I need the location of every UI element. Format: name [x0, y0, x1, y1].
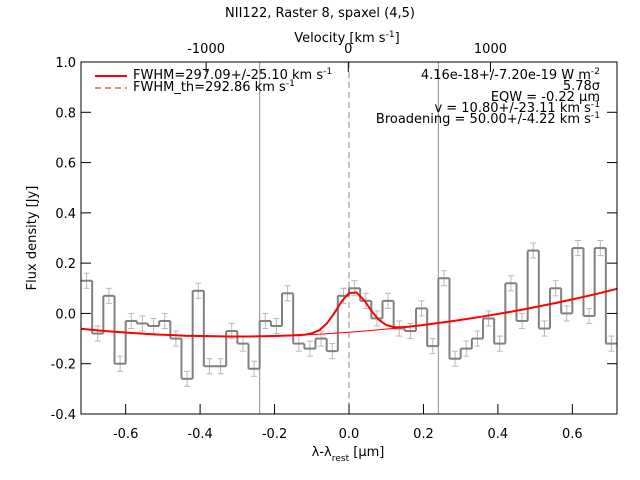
x-axis-label-part: λ-λ [312, 445, 332, 460]
y-axis-label: Flux density [Jy] [25, 186, 40, 291]
annotation: Broadening = 50.00+/-4.22 km s-1 [376, 111, 600, 127]
y-tick-label: 0.0 [55, 307, 76, 322]
x-tick-label: -0.6 [113, 427, 138, 442]
y-tick-label: -0.2 [51, 358, 76, 373]
x-tick-label: -0.2 [262, 427, 287, 442]
x2-tick-label: 0 [344, 42, 352, 57]
x-tick-label: 0.0 [339, 427, 360, 442]
x-tick-label: -0.4 [187, 427, 212, 442]
y-tick-label: 0.4 [55, 207, 76, 222]
x-tick-label: 0.2 [413, 427, 434, 442]
legend-label: FWHM=297.09+/-25.10 km s-1 [133, 67, 332, 83]
fit-line [80, 288, 618, 338]
annotation-part: v = 10.80+/-23.11 km s [434, 101, 591, 116]
legend-label-part: FWHM=297.09+/-25.10 km s [133, 68, 323, 83]
legend-label: FWHM_th=292.86 km s-1 [133, 79, 295, 95]
annotation: 5.78σ [563, 79, 600, 94]
legend-label-part: -1 [323, 67, 332, 77]
x-tick-label: 0.4 [488, 427, 509, 442]
x2-axis-label: Velocity [km s-1] [294, 30, 399, 46]
x2-tick-label: 1000 [474, 42, 507, 57]
annotation-part: EQW = -0.22 μm [491, 90, 600, 105]
legend-label-part: -1 [286, 79, 295, 89]
annotation-part: Broadening = 50.00+/-4.22 km s [376, 112, 591, 127]
y-tick-label: 0.2 [55, 257, 76, 272]
y-tick-label: 1.0 [55, 56, 76, 71]
x2-axis-label-part: Velocity [km s [294, 31, 386, 46]
x-tick-label: 0.6 [562, 427, 583, 442]
y-tick-label: -0.4 [51, 408, 76, 423]
annotation-part: -2 [591, 67, 600, 77]
annotation-part: -1 [591, 100, 600, 110]
y-tick-label: 0.8 [55, 106, 76, 121]
annotation: v = 10.80+/-23.11 km s-1 [434, 100, 600, 116]
annotation-part: 5.78σ [563, 79, 600, 94]
x2-axis-label-part: ] [395, 31, 400, 46]
y-tick-label: 0.6 [55, 157, 76, 172]
annotation-part: -1 [591, 111, 600, 121]
x-axis-label: λ-λrest [μm] [312, 445, 385, 464]
x2-axis-label-part: -1 [386, 30, 395, 40]
annotation: EQW = -0.22 μm [491, 90, 600, 105]
annotation-part: 4.16e-18+/-7.20e-19 W m [421, 68, 591, 83]
x-axis-label-part: rest [332, 454, 350, 464]
x-axis-label-part: [μm] [349, 445, 384, 460]
chart-title: NII122, Raster 8, spaxel (4,5) [225, 6, 415, 21]
legend-label-part: FWHM_th=292.86 km s [133, 80, 286, 95]
x2-tick-label: -1000 [187, 42, 225, 57]
annotation: 4.16e-18+/-7.20e-19 W m-2 [421, 67, 600, 83]
